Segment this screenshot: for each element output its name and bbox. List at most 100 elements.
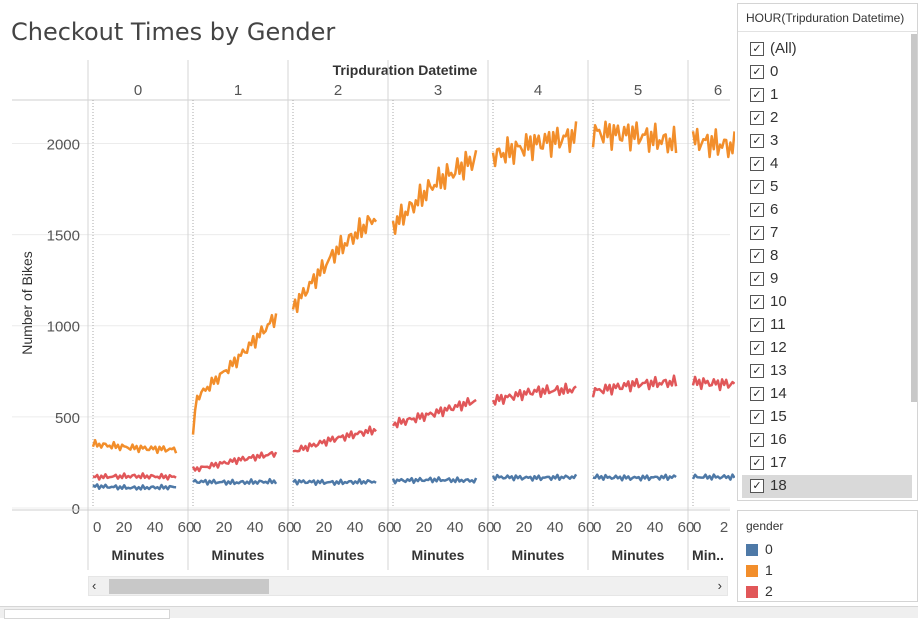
filter-item-label: 2 — [770, 109, 779, 126]
x-tick-label: 60 — [378, 519, 395, 536]
checkbox-icon[interactable]: ✓ — [750, 410, 764, 424]
gender-legend: gender 0 1 2 — [737, 510, 918, 602]
scrollbar-thumb[interactable] — [109, 579, 269, 594]
x-axis-label: Minutes — [612, 547, 665, 563]
filter-item[interactable]: ✓ 16 — [742, 429, 912, 452]
panel-header: 1 — [234, 82, 242, 99]
legend-item[interactable]: 1 — [746, 562, 906, 582]
filter-item-label: 3 — [770, 132, 779, 149]
filter-item-label: 9 — [770, 270, 779, 287]
y-tick-label: 1000 — [47, 319, 80, 336]
checkbox-icon[interactable]: ✓ — [750, 479, 764, 493]
filter-item[interactable]: ✓ 2 — [742, 107, 912, 130]
filter-item[interactable]: ✓ 17 — [742, 452, 912, 475]
x-tick-label: 0 — [293, 519, 301, 536]
filter-item[interactable]: ✓ 5 — [742, 176, 912, 199]
filter-item[interactable]: ✓ 8 — [742, 245, 912, 268]
series-line-gender-2 — [391, 397, 477, 429]
x-tick-label: 20 — [416, 519, 433, 536]
hour-filter-panel: HOUR(Tripduration Datetime) ✓ (All) ✓ 0 ✓ 1 ✓ 2… — [737, 3, 918, 501]
checkbox-icon[interactable]: ✓ — [750, 134, 764, 148]
filter-item-label: 1 — [770, 86, 779, 103]
filter-item-label: 5 — [770, 178, 779, 195]
filter-item[interactable]: ✓ 10 — [742, 291, 912, 314]
series-line-gender-0 — [691, 473, 735, 481]
panel-header: 0 — [134, 82, 142, 99]
series-line-gender-1 — [591, 120, 678, 154]
x-axis-label: Minutes — [412, 547, 465, 563]
checkbox-icon[interactable]: ✓ — [750, 318, 764, 332]
filter-item[interactable]: ✓ 18 — [742, 475, 912, 498]
filter-item-label: 16 — [770, 431, 787, 448]
horizontal-scrollbar[interactable]: ‹ › — [88, 576, 728, 596]
filter-item-label: 6 — [770, 201, 779, 218]
filter-item-label: 14 — [770, 385, 787, 402]
chart-title: Checkout Times by Gender — [11, 18, 336, 46]
checkbox-icon[interactable]: ✓ — [750, 65, 764, 79]
checkbox-icon[interactable]: ✓ — [750, 226, 764, 240]
x-tick-label: 0 — [93, 519, 101, 536]
filter-item-label: 15 — [770, 408, 787, 425]
series-line-gender-1 — [191, 313, 278, 435]
legend-item[interactable]: 2 — [746, 583, 906, 603]
checkbox-icon[interactable]: ✓ — [750, 203, 764, 217]
legend-item[interactable]: 0 — [746, 541, 906, 561]
filter-item[interactable]: ✓ 0 — [742, 61, 912, 84]
filter-item-label: 4 — [770, 155, 779, 172]
chevron-right-icon[interactable]: › — [717, 578, 722, 593]
chevron-left-icon[interactable]: ‹ — [92, 578, 97, 593]
filter-item[interactable]: ✓ 7 — [742, 222, 912, 245]
filter-item[interactable]: ✓ (All) — [742, 38, 912, 61]
legend-swatch — [746, 565, 758, 577]
checkbox-icon[interactable]: ✓ — [750, 364, 764, 378]
filter-item[interactable]: ✓ 11 — [742, 314, 912, 337]
filter-item[interactable]: ✓ 1 — [742, 84, 912, 107]
x-tick-label: 20 — [216, 519, 233, 536]
filter-item-label: (All) — [770, 40, 797, 57]
x-axis-label: Minutes — [312, 547, 365, 563]
checkbox-icon[interactable]: ✓ — [750, 456, 764, 470]
filter-item[interactable]: ✓ 15 — [742, 406, 912, 429]
series-line-gender-2 — [191, 450, 278, 473]
x-axis-label: Minutes — [112, 547, 165, 563]
checkbox-icon[interactable]: ✓ — [750, 433, 764, 447]
legend-swatch — [746, 544, 758, 556]
checkbox-icon[interactable]: ✓ — [750, 111, 764, 125]
sheet-tab-bar — [0, 606, 918, 619]
series-line-gender-0 — [491, 473, 578, 482]
x-tick-label: 40 — [247, 519, 264, 536]
series-line-gender-2 — [292, 425, 377, 453]
checkbox-icon[interactable]: ✓ — [750, 341, 764, 355]
y-axis-label: Number of Bikes — [19, 251, 35, 354]
filter-item[interactable]: ✓ 4 — [742, 153, 912, 176]
y-tick-label: 2000 — [47, 136, 80, 153]
legend-label: 0 — [765, 541, 773, 557]
checkbox-icon[interactable]: ✓ — [750, 295, 764, 309]
series-line-gender-0 — [192, 477, 278, 486]
column-header: Tripduration Datetime — [333, 62, 478, 78]
filter-item[interactable]: ✓ 6 — [742, 199, 912, 222]
x-axis-label: Minutes — [212, 547, 265, 563]
checkbox-icon[interactable]: ✓ — [750, 88, 764, 102]
series-line-gender-2 — [92, 472, 177, 481]
checkbox-icon[interactable]: ✓ — [750, 42, 764, 56]
checkbox-icon[interactable]: ✓ — [750, 157, 764, 171]
series-line-gender-0 — [391, 476, 478, 485]
series-line-gender-2 — [691, 375, 735, 392]
series-line-gender-2 — [591, 374, 678, 398]
x-axis-label: Minutes — [512, 547, 565, 563]
legend-swatch — [746, 586, 758, 598]
vertical-scrollbar[interactable] — [911, 34, 917, 402]
series-line-gender-0 — [292, 478, 377, 486]
checkbox-icon[interactable]: ✓ — [750, 387, 764, 401]
filter-item[interactable]: ✓ 14 — [742, 383, 912, 406]
checkbox-icon[interactable]: ✓ — [750, 180, 764, 194]
filter-item[interactable]: ✓ 12 — [742, 337, 912, 360]
checkbox-icon[interactable]: ✓ — [750, 272, 764, 286]
filter-item[interactable]: ✓ 3 — [742, 130, 912, 153]
filter-item[interactable]: ✓ 9 — [742, 268, 912, 291]
checkbox-icon[interactable]: ✓ — [750, 249, 764, 263]
filter-item-label: 12 — [770, 339, 787, 356]
filter-item[interactable]: ✓ 13 — [742, 360, 912, 383]
